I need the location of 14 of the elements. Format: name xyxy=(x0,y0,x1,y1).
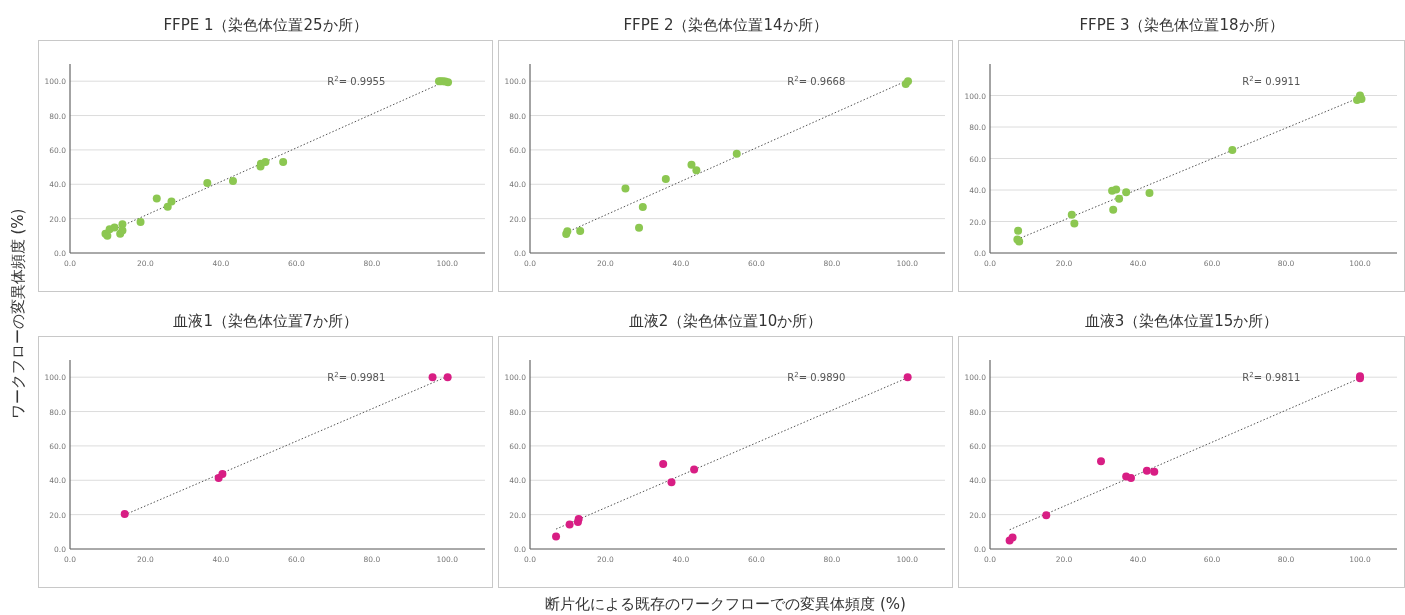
chart-title: FFPE 2（染色体位置14か所） xyxy=(623,16,828,34)
annotation: R$^{2}$= 0.9981 xyxy=(327,370,386,383)
chart-title: FFPE 3（染色体位置18か所） xyxy=(1079,16,1284,34)
chart-title: 血液2（染色体位置10か所） xyxy=(628,312,823,330)
x-axis-title: 断片化による既存のワークフローでの変異体頻度 (%) xyxy=(545,595,906,613)
annotation: R$^{2}$= 0.9668 xyxy=(787,74,846,87)
chart-title: 血液1（染色体位置7か所） xyxy=(173,312,358,330)
annotation: R$^{2}$= 0.9911 xyxy=(1242,74,1301,87)
y-axis-title: ワークフローの変異体頻度 (%) xyxy=(9,208,27,420)
annotation: R$^{2}$= 0.9811 xyxy=(1242,370,1301,383)
chart-title: 血液3（染色体位置15か所） xyxy=(1084,312,1279,330)
chart-title: FFPE 1（染色体位置25か所） xyxy=(163,16,368,34)
annotation: R$^{2}$= 0.9890 xyxy=(787,370,846,383)
annotation: R$^{2}$= 0.9955 xyxy=(327,74,386,87)
